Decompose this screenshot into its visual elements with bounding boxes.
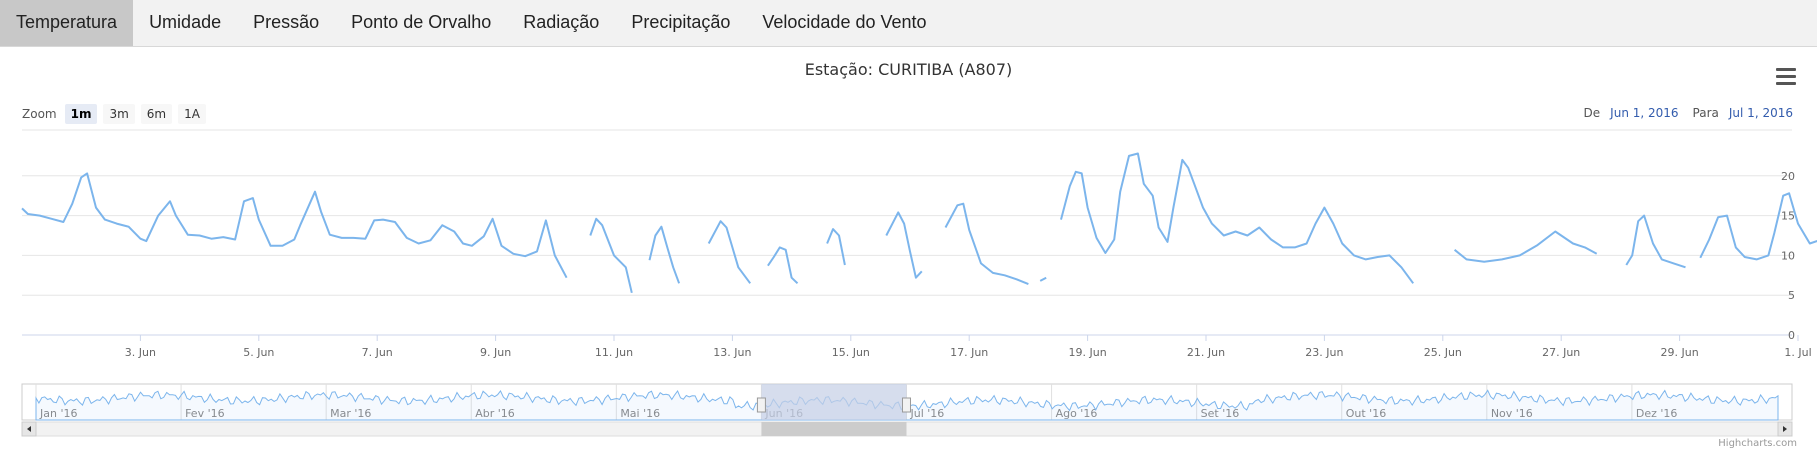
chart-title: Estação: CURITIBA (A807) (804, 60, 1013, 79)
x-tick-label: 7. Jun (362, 346, 393, 359)
y-tick-label: 10 (1781, 249, 1795, 262)
x-tick-label: 23. Jun (1305, 346, 1343, 359)
navigator-month-label: Dez '16 (1636, 407, 1678, 420)
navigator-month-label: Mar '16 (330, 407, 371, 420)
tab-temperatura[interactable]: Temperatura (0, 0, 134, 46)
range-from-label: De (1583, 106, 1601, 120)
series-line-segment (1039, 276, 1047, 282)
scrollbar-thumb[interactable] (761, 422, 907, 436)
tab-pressao[interactable]: Pressão (253, 12, 320, 32)
zoom-button-1m[interactable]: 1m (64, 104, 98, 124)
credits-link[interactable]: Highcharts.com (1718, 438, 1797, 449)
navigator-month-label: Jul '16 (909, 407, 944, 420)
tab-ponto-de-orvalho[interactable]: Ponto de Orvalho (351, 12, 492, 32)
tab-umidade[interactable]: Umidade (149, 12, 222, 32)
x-tick-label: 27. Jun (1542, 346, 1580, 359)
navigator-month-label: Set '16 (1201, 407, 1240, 420)
navigator-month-label: Abr '16 (475, 407, 515, 420)
tab-velocidade-do-vento[interactable]: Velocidade do Vento (762, 12, 927, 32)
y-tick-label: 5 (1788, 289, 1795, 302)
zoom-button-3m[interactable]: 3m (103, 104, 135, 124)
navigator-month-label: Nov '16 (1491, 407, 1533, 420)
navigator-month-label: Fev '16 (185, 407, 225, 420)
scrollbar-track (21, 421, 1793, 437)
series-line-segment (1625, 214, 1686, 269)
series-line-segment (885, 211, 923, 279)
chart-container: Estação: CURITIBA (A807) Zoom 1m 3m 6m 1… (0, 48, 1817, 458)
range-to-input[interactable]: Jul 1, 2016 (1728, 106, 1793, 120)
zoom-selector: Zoom 1m 3m 6m 1A (22, 104, 212, 124)
hamburger-menu-icon[interactable] (1772, 64, 1800, 88)
x-tick-label: 3. Jun (125, 346, 156, 359)
tab-radiacao[interactable]: Radiação (523, 12, 600, 32)
range-from-input[interactable]: Jun 1, 2016 (1610, 106, 1679, 120)
x-tick-label: 5. Jun (243, 346, 274, 359)
x-tick-label: 1. Jul (1784, 346, 1811, 359)
series-line-segment (1453, 230, 1598, 263)
zoom-button-1a[interactable]: 1A (178, 104, 206, 124)
y-tick-label: 15 (1781, 210, 1795, 223)
x-tick-label: 17. Jun (950, 346, 988, 359)
series-line-segment (1060, 152, 1415, 284)
navigator-selection (761, 384, 907, 420)
tab-bar: Temperatura Umidade Pressão Ponto de Orvalh… (0, 0, 1817, 47)
temperature-chart: 0 5 10 15 20 3. Jun 5. Jun 7. Jun 9. Jun 11. Jun 1… (21, 129, 1817, 437)
series-line-segment (944, 202, 1029, 286)
x-tick-label: 15. Jun (832, 346, 870, 359)
x-tick-label: 9. Jun (480, 346, 511, 359)
tab-precipitacao[interactable]: Precipitação (631, 12, 731, 32)
navigator-month-label: Out '16 (1346, 407, 1386, 420)
arrow-left-icon (27, 426, 31, 432)
x-tick-label: 11. Jun (595, 346, 633, 359)
x-tick-label: 19. Jun (1069, 346, 1107, 359)
y-tick-label: 0 (1788, 329, 1795, 342)
y-tick-label: 20 (1781, 170, 1795, 183)
arrow-right-icon (1783, 426, 1787, 432)
zoom-button-6m[interactable]: 6m (140, 104, 173, 124)
series-line-segment (21, 172, 568, 279)
x-tick-label: 25. Jun (1424, 346, 1462, 359)
x-tick-label: 13. Jun (713, 346, 751, 359)
zoom-label: Zoom (22, 107, 57, 121)
series-line-segment (707, 220, 752, 284)
navigator-month-label: Jan '16 (39, 407, 77, 420)
series-line-segment (648, 225, 681, 284)
series-line-segment (589, 217, 633, 294)
navigator-handle-right[interactable] (901, 397, 911, 413)
navigator-month-label: Mai '16 (620, 407, 660, 420)
series-line-segment (767, 246, 799, 285)
x-tick-label: 21. Jun (1187, 346, 1225, 359)
navigator-handle-left[interactable] (756, 397, 766, 413)
series-line-segment (826, 228, 846, 266)
range-to-label: Para (1692, 106, 1719, 120)
series-line-segment (1699, 192, 1817, 261)
x-tick-label: 29. Jun (1661, 346, 1699, 359)
navigator-month-label: Ago '16 (1056, 407, 1098, 420)
date-range-selector: De Jun 1, 2016 Para Jul 1, 2016 (1584, 104, 1795, 122)
